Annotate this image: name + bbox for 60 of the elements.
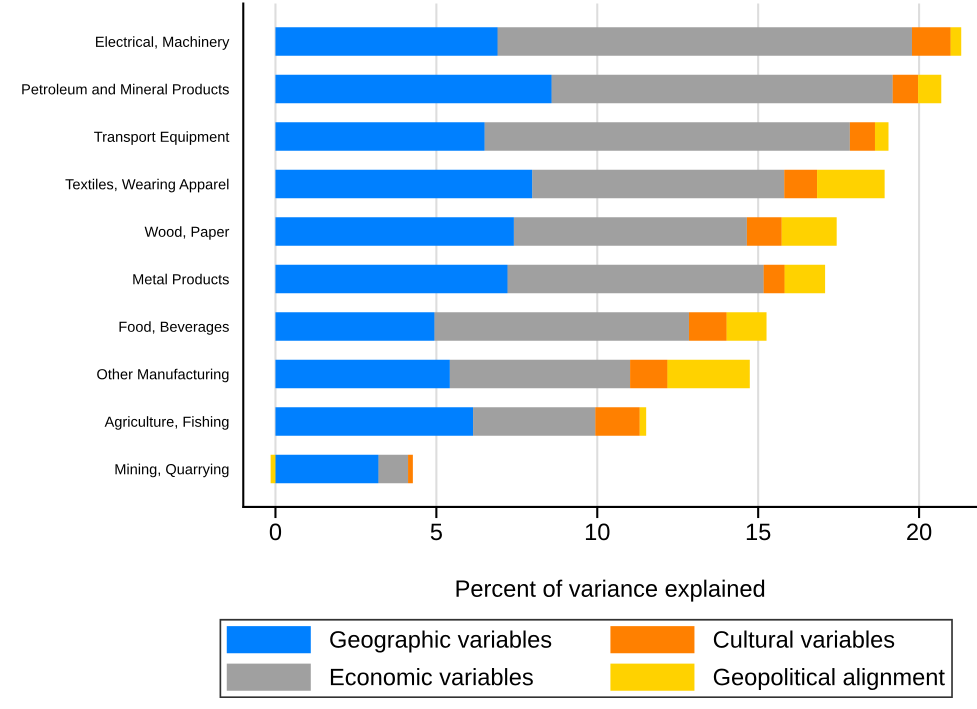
bar [275, 360, 450, 388]
bar [552, 74, 893, 104]
y-tick-label: Agriculture, Fishing [104, 416, 228, 430]
x-tick-label: 5 [430, 524, 442, 540]
bar [784, 264, 826, 294]
y-tick-label: Metal Products [133, 274, 229, 284]
bar [850, 122, 875, 151]
x-axis-title: Percent of variance explained [456, 580, 764, 602]
y-tick-label: Petroleum and Mineral Products [22, 84, 229, 94]
bar [667, 360, 750, 388]
bar [408, 454, 413, 484]
bar [912, 27, 951, 56]
bar [507, 264, 764, 294]
bar [918, 74, 942, 104]
legend-label: Geographic variables [330, 630, 552, 653]
bar [746, 217, 782, 246]
x-tick-label: 20 [907, 524, 932, 540]
bar [275, 170, 532, 198]
y-tick-label: Other Manufacturing [97, 368, 228, 382]
bar [764, 264, 785, 294]
x-tick-label: 15 [746, 524, 770, 540]
bar [275, 27, 498, 56]
y-tick-label: Food, Beverages [120, 321, 229, 335]
bar [630, 360, 668, 388]
legend-label: Geopolitical alignment [714, 668, 945, 690]
bar [275, 122, 485, 151]
bar [950, 27, 962, 56]
y-tick-label: Transport Equipment [94, 131, 230, 145]
bar [275, 454, 378, 484]
bar [275, 312, 434, 341]
bar [892, 74, 918, 104]
bar [378, 454, 408, 484]
bar [498, 27, 912, 56]
legend-label: Economic variables [330, 668, 533, 686]
y-tick-label: Textiles, Wearing Apparel [65, 178, 228, 192]
bar [484, 122, 850, 151]
bar [514, 217, 747, 246]
bar [270, 454, 276, 484]
y-tick-label: Mining, Quarrying [115, 464, 228, 478]
bar [595, 407, 640, 436]
bar [275, 217, 514, 246]
bar [532, 170, 784, 198]
bar [434, 312, 689, 341]
x-tick-label: 0 [270, 524, 282, 540]
bar [726, 312, 767, 341]
legend-label: Cultural variables [714, 630, 894, 648]
bar [782, 217, 837, 246]
bar [473, 407, 596, 436]
bar [688, 312, 727, 341]
bar [275, 74, 552, 104]
bar [817, 170, 885, 198]
bar [640, 407, 646, 436]
bar [874, 122, 888, 151]
bar [275, 407, 474, 436]
bar [450, 360, 630, 388]
y-tick-label: Wood, Paper [144, 226, 230, 240]
bar [784, 170, 818, 198]
y-tick-label: Electrical, Machinery [96, 36, 230, 50]
x-tick-label: 10 [586, 524, 610, 540]
bar [275, 264, 508, 294]
